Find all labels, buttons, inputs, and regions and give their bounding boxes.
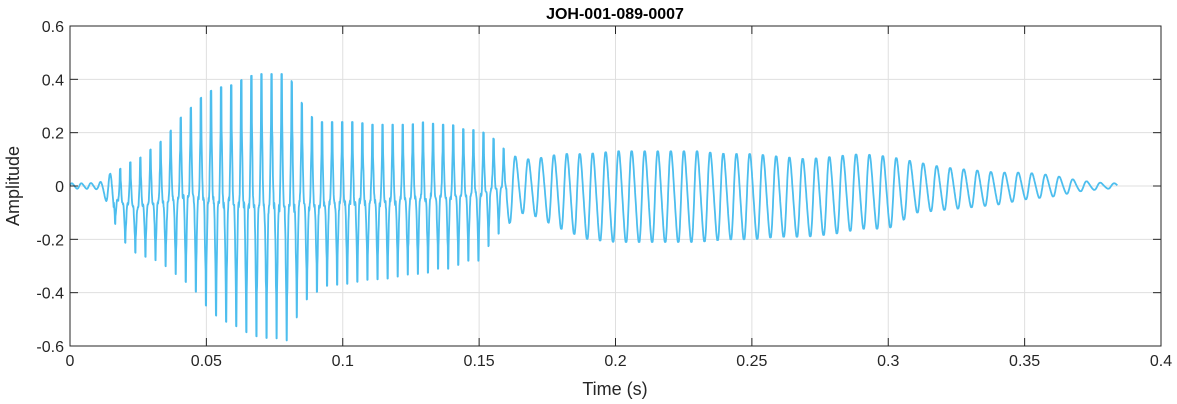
y-axis-label: Amplitude — [3, 146, 23, 226]
x-tick-label: 0.4 — [1150, 353, 1172, 370]
y-tick-label: 0.4 — [42, 72, 64, 89]
x-tick-label: 0.35 — [1009, 353, 1040, 370]
chart-title: JOH-001-089-0007 — [546, 6, 684, 23]
y-tick-label: 0.6 — [42, 19, 64, 36]
waveform-line — [69, 73, 1118, 342]
x-tick-label: 0.15 — [464, 353, 495, 370]
x-tick-labels: 0 0.05 0.1 0.15 0.2 0.25 0.3 0.35 0.4 — [66, 353, 1173, 370]
x-tick-label: 0.05 — [191, 353, 222, 370]
x-tick-label: 0.25 — [736, 353, 767, 370]
y-tick-label: -0.4 — [36, 286, 64, 303]
y-tick-label: -0.6 — [36, 339, 64, 356]
y-tick-label: -0.2 — [36, 232, 64, 249]
y-tick-label: 0.2 — [42, 126, 64, 143]
x-tick-label: 0.1 — [332, 353, 354, 370]
x-axis-label: Time (s) — [582, 379, 647, 399]
x-tick-label: 0.2 — [604, 353, 626, 370]
y-tick-labels: 0.6 0.4 0.2 0 -0.2 -0.4 -0.6 — [36, 19, 64, 356]
x-tick-label: 0.3 — [877, 353, 899, 370]
x-tick-label: 0 — [66, 353, 75, 370]
axis-ticks — [69, 25, 1162, 347]
y-tick-label: 0 — [55, 179, 64, 196]
